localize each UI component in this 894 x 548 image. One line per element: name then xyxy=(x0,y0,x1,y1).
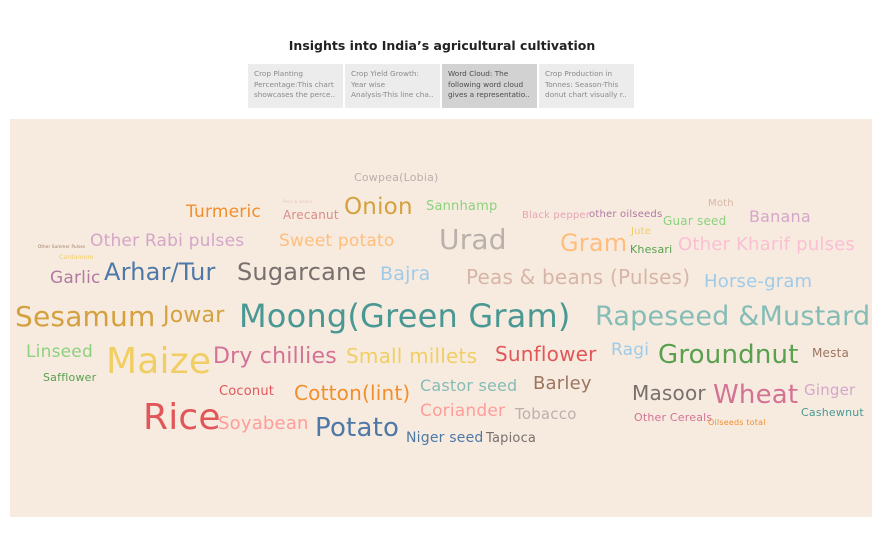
word-small-millets[interactable]: Small millets xyxy=(346,344,478,368)
tab-caption-line: Crop Yield Growth: xyxy=(351,69,419,78)
word-cotton-lint[interactable]: Cotton(lint) xyxy=(294,381,411,405)
word-jute[interactable]: Jute xyxy=(631,226,652,237)
dashboard-title: Insights into India’s agricultural culti… xyxy=(288,38,596,53)
word-horse-gram[interactable]: Horse-gram xyxy=(704,271,813,292)
word-peas-beans-pulses[interactable]: Peas & beans (Pulses) xyxy=(466,265,691,289)
word-khesari[interactable]: Khesari xyxy=(630,243,673,256)
word-safflower[interactable]: Safflower xyxy=(43,371,97,384)
word-masoor[interactable]: Masoor xyxy=(632,381,706,405)
word-ginger[interactable]: Ginger xyxy=(804,381,856,399)
word-sesamum[interactable]: Sesamum xyxy=(15,300,156,333)
tab-crop-production-tonnes[interactable]: Crop Production in Tonnes: Season-This d… xyxy=(539,64,634,108)
word-garlic[interactable]: Garlic xyxy=(50,268,101,288)
word-mesta[interactable]: Mesta xyxy=(812,346,850,360)
word-sweet-potato[interactable]: Sweet potato xyxy=(279,231,395,251)
word-jowar[interactable]: Jowar xyxy=(163,303,225,328)
word-ragi[interactable]: Ragi xyxy=(611,340,650,360)
word-sunflower[interactable]: Sunflower xyxy=(495,342,597,366)
word-oilseeds-total[interactable]: Oilseeds total xyxy=(708,418,766,427)
word-black-pepper[interactable]: Black pepper xyxy=(522,210,591,221)
tab-caption-line: gives a representatio.. xyxy=(448,90,530,99)
word-other-kharif-pulses[interactable]: Other Kharif pulses xyxy=(678,234,855,255)
word-moong-green-gram[interactable]: Moong(Green Gram) xyxy=(239,297,571,335)
word-maize[interactable]: Maize xyxy=(106,341,212,382)
word-cloud-panel: Cowpea(Lobia) Turmeric Peas & beans Arecanu… xyxy=(10,119,872,517)
tab-caption-line: Analysis-This line cha.. xyxy=(351,90,434,99)
word-arhar-tur[interactable]: Arhar/Tur xyxy=(104,258,216,286)
tab-caption-line: Crop Planting xyxy=(254,69,304,78)
tab-caption-line: following word cloud xyxy=(448,79,524,89)
word-niger-seed[interactable]: Niger seed xyxy=(406,430,484,446)
word-other-oilseeds[interactable]: other oilseeds xyxy=(589,209,663,220)
word-wheat[interactable]: Wheat xyxy=(713,380,799,410)
word-other-rabi-pulses[interactable]: Other Rabi pulses xyxy=(90,231,245,251)
word-soyabean[interactable]: Soyabean xyxy=(218,413,309,434)
word-dry-chillies[interactable]: Dry chillies xyxy=(213,344,337,369)
word-banana[interactable]: Banana xyxy=(749,207,811,226)
tab-caption-line: Percentage:This chart xyxy=(254,79,334,89)
tab-word-cloud[interactable]: Word Cloud: The following word cloud giv… xyxy=(442,64,537,108)
tab-caption-line: Word Cloud: The xyxy=(448,69,509,78)
word-guar-seed[interactable]: Guar seed xyxy=(663,214,727,228)
word-groundnut[interactable]: Groundnut xyxy=(658,340,799,370)
tab-crop-yield-growth[interactable]: Crop Yield Growth: Year wise Analysis-Th… xyxy=(345,64,440,108)
word-gram[interactable]: Gram xyxy=(560,229,628,257)
tab-caption-line: showcases the perce.. xyxy=(254,90,336,99)
word-castor-seed[interactable]: Castor seed xyxy=(420,376,518,395)
word-turmeric[interactable]: Turmeric xyxy=(186,202,261,222)
word-potato[interactable]: Potato xyxy=(315,413,400,443)
word-cardamom[interactable]: Cardamom xyxy=(59,254,94,261)
word-sugarcane[interactable]: Sugarcane xyxy=(237,258,367,286)
word-rice[interactable]: Rice xyxy=(143,397,221,438)
word-other-cereals[interactable]: Other Cereals xyxy=(634,411,713,424)
word-coconut[interactable]: Coconut xyxy=(219,384,275,399)
word-rapeseed-mustard[interactable]: Rapeseed &Mustard xyxy=(595,301,871,332)
word-tobacco[interactable]: Tobacco xyxy=(515,405,577,423)
tab-crop-planting-percentage[interactable]: Crop Planting Percentage:This chart show… xyxy=(248,64,343,108)
word-barley[interactable]: Barley xyxy=(533,373,592,394)
word-cowpea-lobia[interactable]: Cowpea(Lobia) xyxy=(354,171,439,184)
tab-caption-line: Crop Production in xyxy=(545,69,613,78)
tab-caption-line: donut chart visually r.. xyxy=(545,90,627,99)
word-urad[interactable]: Urad xyxy=(439,223,507,256)
story-tabs: Crop Planting Percentage:This chart show… xyxy=(248,64,634,108)
word-onion[interactable]: Onion xyxy=(344,194,413,220)
tab-caption-line: Tonnes: Season-This xyxy=(545,79,619,89)
word-tapioca[interactable]: Tapioca xyxy=(486,431,537,446)
word-peas-beans[interactable]: Peas & beans xyxy=(283,199,313,204)
word-coriander[interactable]: Coriander xyxy=(420,401,506,421)
word-arecanut[interactable]: Arecanut xyxy=(283,208,339,222)
tab-caption-line: Year wise xyxy=(351,79,386,89)
word-linseed[interactable]: Linseed xyxy=(26,342,93,362)
word-moth[interactable]: Moth xyxy=(708,198,734,209)
word-cashewnut[interactable]: Cashewnut xyxy=(801,406,864,419)
word-bajra[interactable]: Bajra xyxy=(380,263,431,285)
word-other-summer-pulses[interactable]: Other Summer Pulses xyxy=(38,244,86,249)
word-sannhamp[interactable]: Sannhamp xyxy=(426,199,498,214)
